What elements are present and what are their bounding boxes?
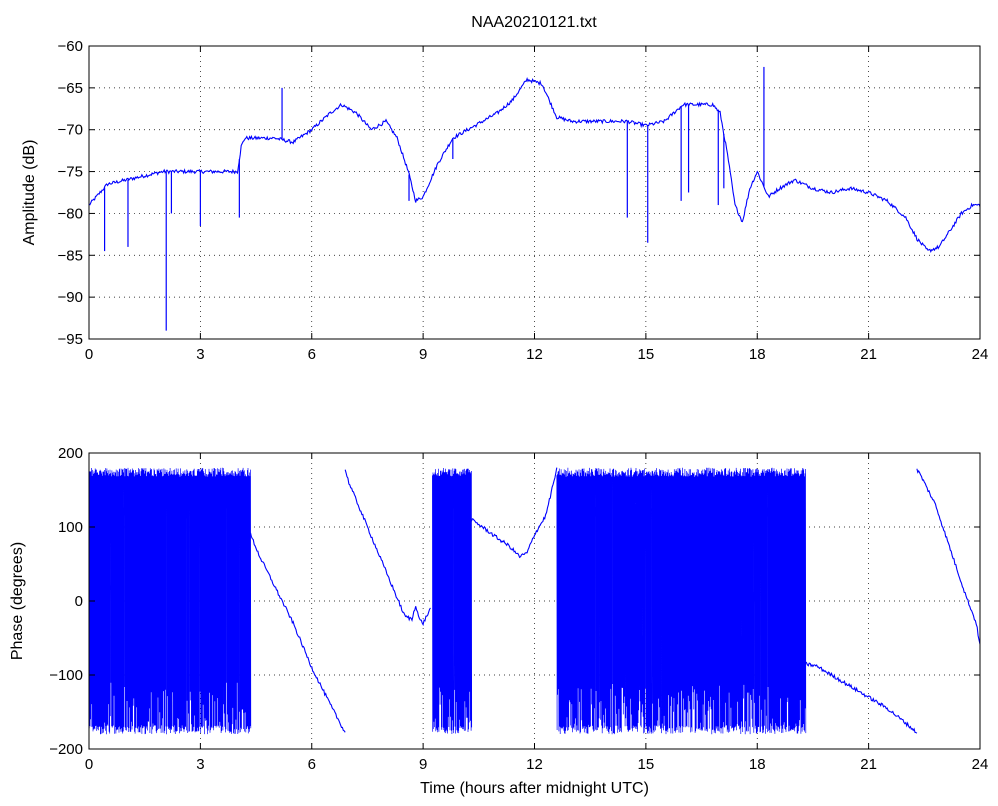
- y-axis-label: Phase (degrees): [9, 542, 26, 660]
- x-tick-label: 6: [308, 756, 316, 773]
- x-tick-label: 0: [85, 756, 93, 773]
- x-tick-label: 21: [860, 346, 877, 363]
- phase-wrap-region: [556, 467, 799, 735]
- series-line: [88, 76, 981, 253]
- y-tick-label: 0: [75, 593, 83, 610]
- x-tick-label: 9: [419, 756, 427, 773]
- x-tick-label: 3: [196, 756, 204, 773]
- y-tick-label: −100: [49, 667, 83, 684]
- y-tick-label: −70: [58, 122, 83, 139]
- chart-title: NAA20210121.txt: [471, 14, 597, 31]
- y-tick-label: 100: [58, 519, 83, 536]
- amplitude-axes: 0 3 6 9 12 15 18 21 24 −95 −90 −85 −80 −75 −70 −65 −60 Am…: [21, 38, 988, 363]
- y-tick-label: −60: [58, 38, 83, 55]
- x-tick-label: 12: [526, 756, 543, 773]
- x-tick-label: 3: [196, 346, 204, 363]
- x-tick-label: 24: [972, 756, 989, 773]
- series-group: [88, 467, 981, 735]
- x-tick-label: 18: [749, 346, 766, 363]
- series-line: [916, 468, 981, 645]
- phase-wrap-region: [432, 467, 473, 735]
- x-axis-label: Time (hours after midnight UTC): [420, 780, 649, 797]
- x-tick-label: 15: [638, 756, 655, 773]
- y-axis-label: Amplitude (dB): [21, 140, 38, 246]
- x-tick-label: 15: [638, 346, 655, 363]
- y-tick-label: −85: [58, 247, 83, 264]
- x-tick-label: 18: [749, 756, 766, 773]
- x-tick-label: 6: [308, 346, 316, 363]
- x-tick-label: 0: [85, 346, 93, 363]
- y-tick-label: −90: [58, 289, 83, 306]
- series-line: [344, 469, 431, 627]
- y-tick-label: −80: [58, 205, 83, 222]
- series-line: [470, 467, 558, 559]
- x-tick-label: 9: [419, 346, 427, 363]
- phase-axes: 0 3 6 9 12 15 18 21 24 −200 −100 0 100 200 Phase (degr…: [9, 445, 988, 797]
- y-tick-label: 200: [58, 445, 83, 462]
- y-tick-label: −200: [49, 741, 83, 758]
- phase-wrap-region: [797, 468, 807, 734]
- x-tick-label: 21: [860, 756, 877, 773]
- y-tick-label: −75: [58, 164, 83, 181]
- x-tick-label: 12: [526, 346, 543, 363]
- series-line: [805, 661, 918, 734]
- series-group: [88, 66, 981, 331]
- series-line: [249, 532, 346, 733]
- x-tick-label: 24: [972, 346, 989, 363]
- y-tick-label: −95: [58, 331, 83, 348]
- y-tick-label: −65: [58, 80, 83, 97]
